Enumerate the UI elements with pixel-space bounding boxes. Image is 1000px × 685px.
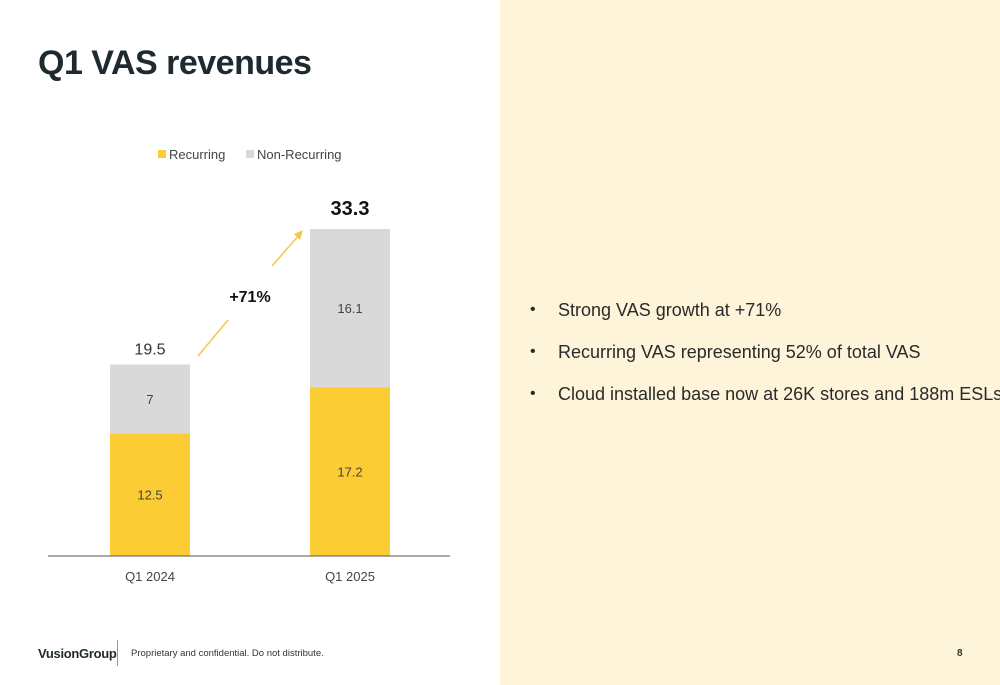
bar-value-label: 12.5 [137, 488, 162, 503]
footer-divider [117, 640, 118, 666]
stacked-bar-chart: Recurring Non-Recurring 12.5 7 19.5 Q1 2024 17… [48, 147, 450, 584]
bullet-item: • Recurring VAS representing 52% of total… [530, 340, 1000, 382]
total-label: 19.5 [134, 342, 165, 359]
x-tick-label: Q1 2025 [325, 569, 375, 584]
growth-label: +71% [229, 289, 270, 306]
bar-value-label: 7 [146, 392, 153, 407]
slide-title: Q1 VAS revenues [38, 44, 312, 82]
x-tick-label: Q1 2024 [125, 569, 175, 584]
total-label: 33.3 [331, 198, 370, 220]
right-panel [500, 0, 1000, 685]
confidentiality-note: Proprietary and confidential. Do not dis… [131, 648, 324, 659]
growth-arrow-lower-segment [197, 319, 229, 357]
legend-swatch-recurring [158, 150, 166, 158]
company-logo: VusionGroup [38, 646, 117, 661]
bullet-item: • Strong VAS growth at +71% [530, 298, 1000, 340]
bullet-text: Recurring VAS representing 52% of total … [558, 342, 921, 362]
bullet-dot-icon: • [530, 301, 536, 318]
legend-label: Recurring [169, 147, 225, 162]
growth-arrow-head-icon [294, 230, 303, 240]
bar-recurring [110, 433, 190, 556]
bullet-list: • Strong VAS growth at +71% • Recurring VA… [530, 298, 1000, 424]
legend-swatch-non-recurring [246, 150, 254, 158]
bullet-dot-icon: • [530, 343, 536, 360]
bullet-text: Strong VAS growth at +71% [558, 300, 782, 320]
bar-recurring [310, 387, 390, 556]
bar-value-label: 17.2 [337, 465, 362, 480]
growth-arrow-upper-segment [271, 233, 301, 267]
bullet-dot-icon: • [530, 385, 536, 402]
legend-label: Non-Recurring [257, 147, 342, 162]
bullet-item: • Cloud installed base now at 26K stores … [530, 382, 1000, 424]
bar-non-recurring [310, 229, 390, 388]
bar-value-label: 16.1 [337, 301, 362, 316]
bar-non-recurring [110, 364, 190, 434]
bullet-text: Cloud installed base now at 26K stores a… [558, 384, 1000, 404]
page-number: 8 [957, 648, 963, 659]
